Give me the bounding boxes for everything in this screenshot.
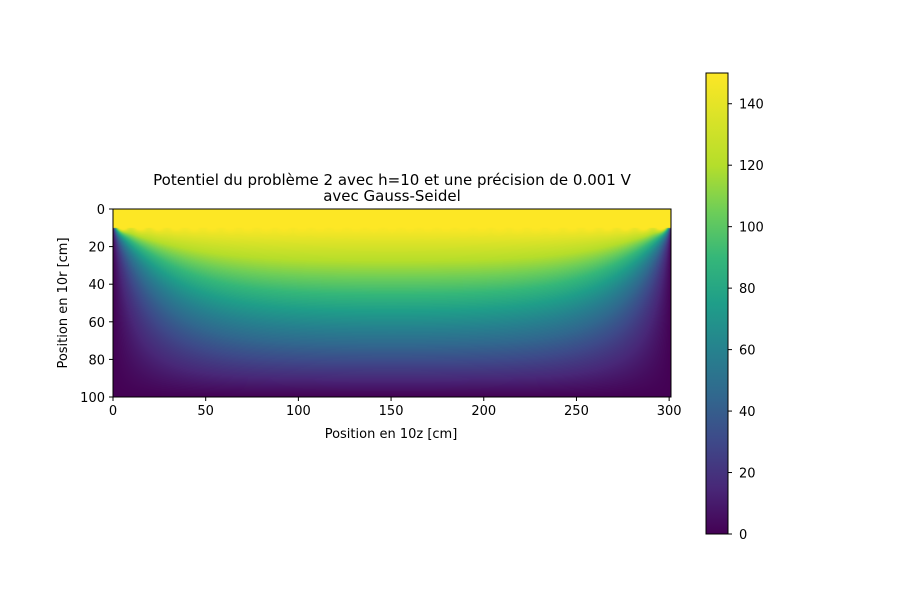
colorbar-tick-label: 0	[739, 528, 747, 543]
colorbar-tick-label: 20	[739, 467, 756, 482]
y-tick-label: 100	[80, 391, 105, 406]
x-tick-label: 200	[471, 404, 496, 419]
colorbar-tick-label: 60	[739, 344, 756, 359]
chart-title-line-1: Potentiel du problème 2 avec h=10 et une…	[153, 171, 631, 189]
colorbar-tick-label: 80	[739, 282, 756, 297]
x-axis-label: Position en 10z [cm]	[325, 427, 458, 442]
colorbar-tick-label: 40	[739, 405, 756, 420]
x-tick-label: 100	[286, 404, 311, 419]
colorbar-tick-label: 120	[739, 159, 764, 174]
x-tick-label: 250	[564, 404, 589, 419]
heatmap-image	[113, 209, 671, 397]
colorbar-tick-label: 100	[739, 221, 764, 236]
y-tick-label: 80	[88, 353, 105, 368]
colorbar	[705, 72, 729, 535]
chart-title-line-2: avec Gauss-Seidel	[323, 187, 461, 205]
plot-frame	[112, 208, 672, 398]
y-tick-label: 0	[97, 203, 105, 218]
colorbar-tick-label: 140	[739, 98, 764, 113]
x-tick-label: 0	[109, 404, 117, 419]
y-tick-label: 60	[88, 316, 105, 331]
y-tick-label: 20	[88, 241, 105, 256]
colorbar-ticks: 0 20 40 60 80 100 120 140	[728, 98, 764, 543]
x-tick-label: 300	[657, 404, 682, 419]
x-tick-label: 150	[379, 404, 404, 419]
y-axis-ticks: 0 20 40 60 80 100	[80, 203, 113, 406]
x-axis-ticks: 0 50 100 150 200 250 300	[109, 397, 682, 419]
y-tick-label: 40	[88, 278, 105, 293]
y-axis-label: Position en 10r [cm]	[56, 237, 71, 368]
x-tick-label: 50	[197, 404, 214, 419]
